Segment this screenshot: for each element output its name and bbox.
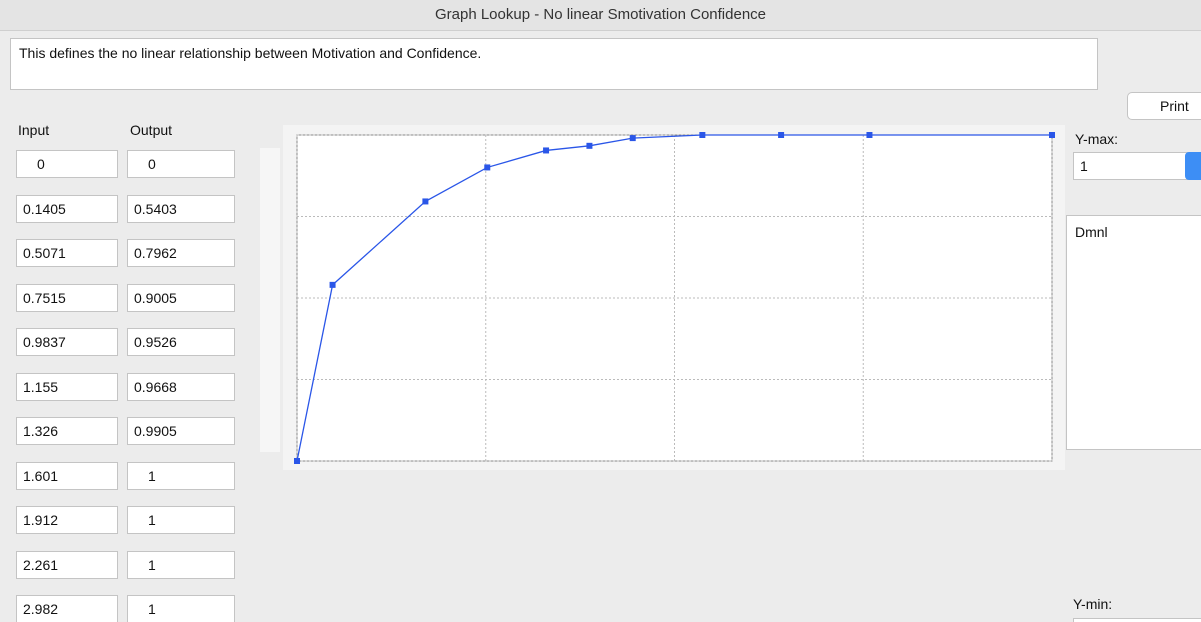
input-header: Input — [18, 122, 50, 138]
lookup-point — [586, 142, 593, 149]
output-cell[interactable]: 0.5403 — [127, 194, 235, 223]
lookup-point — [778, 132, 785, 138]
output-header: Output — [130, 122, 173, 138]
lookup-point — [699, 132, 706, 138]
title-bar: Graph Lookup - No linear Smotivation Con… — [0, 0, 1201, 31]
units-box[interactable]: Dmnl — [1066, 215, 1201, 450]
input-cell[interactable]: 0.5071 — [16, 239, 118, 267]
output-cell[interactable]: 0 — [127, 150, 235, 178]
print-button[interactable]: Print — [1127, 92, 1201, 120]
ymax-field[interactable]: 1 — [1073, 152, 1201, 180]
input-cell[interactable]: 1.326 — [16, 417, 118, 445]
lookup-point — [484, 164, 491, 171]
lookup-point — [422, 198, 429, 205]
output-cell[interactable]: 0.9668 — [127, 372, 235, 401]
output-cell[interactable]: 1 — [127, 595, 235, 622]
lookup-point — [629, 135, 636, 142]
input-cell[interactable]: 0 — [16, 150, 118, 178]
ymax-dropdown[interactable] — [1185, 152, 1201, 180]
input-cell[interactable]: 2.982 — [16, 595, 118, 622]
input-cell[interactable]: 1.912 — [16, 506, 118, 534]
input-cell[interactable]: 2.261 — [16, 550, 118, 579]
output-cell[interactable]: 1 — [127, 550, 235, 579]
ymax-value: 1 — [1080, 158, 1088, 174]
input-cell[interactable]: 0.7515 — [16, 283, 118, 312]
input-cell[interactable]: 0.1405 — [16, 194, 118, 223]
description[interactable]: This defines the no linear relationship … — [10, 38, 1098, 90]
lookup-point — [866, 132, 873, 138]
lookup-point — [294, 458, 300, 464]
input-cell[interactable]: 0.9837 — [16, 328, 118, 356]
input-cell[interactable]: 1.155 — [16, 372, 118, 401]
slider-strip — [260, 148, 280, 452]
output-cell[interactable]: 1 — [127, 461, 235, 490]
output-cell[interactable]: 0.7962 — [127, 239, 235, 267]
output-cell[interactable]: 0.9005 — [127, 283, 235, 312]
lookup-point — [543, 147, 550, 154]
output-cell[interactable]: 0.9526 — [127, 328, 235, 356]
ymin-field[interactable] — [1073, 618, 1201, 622]
ymin-label: Y-min: — [1073, 596, 1113, 612]
input-cell[interactable]: 1.601 — [16, 461, 118, 490]
output-cell[interactable]: 0.9905 — [127, 417, 235, 445]
lookup-point — [329, 281, 336, 288]
output-cell[interactable]: 1 — [127, 506, 235, 534]
lookup-point — [1049, 132, 1055, 138]
ymax-label: Y-max: — [1075, 131, 1119, 147]
